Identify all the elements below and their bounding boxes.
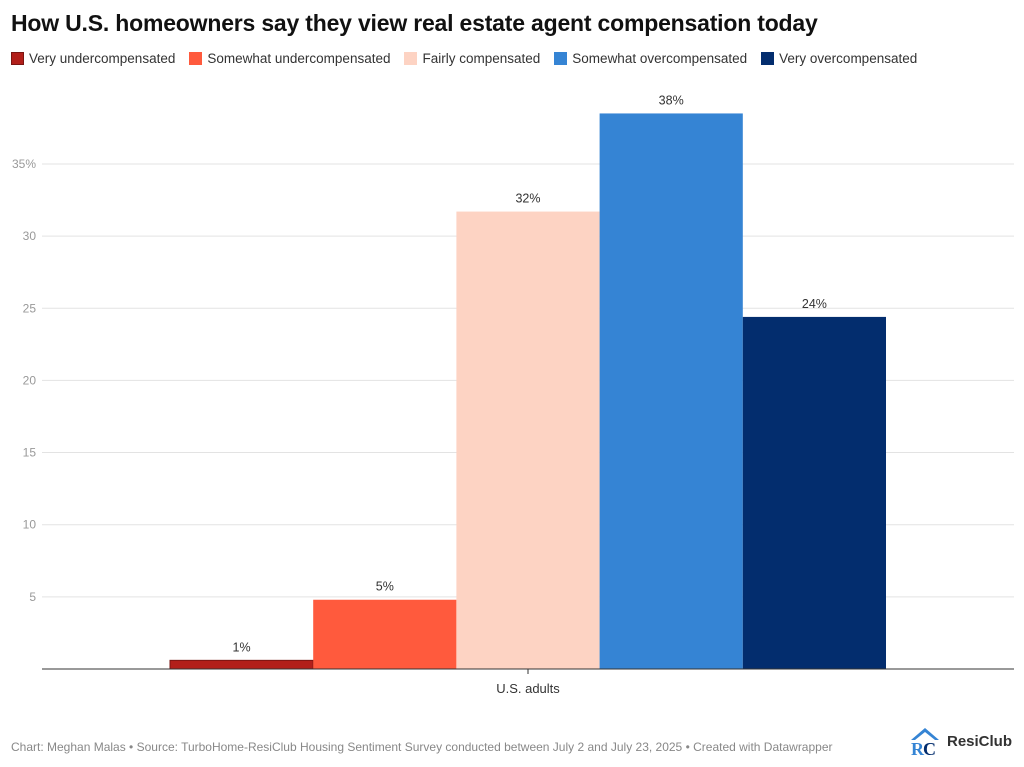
chart-title: How U.S. homeowners say they view real e… [11,10,818,36]
data-label: 24% [802,297,827,311]
legend-label: Fairly compensated [422,51,541,66]
legend-label: Somewhat undercompensated [207,51,391,66]
y-tick-label: 15 [23,446,37,460]
logo-text: ResiClub [946,732,1012,750]
bar [742,316,886,669]
y-tick-label: 30 [23,229,37,243]
legend-swatch [11,52,24,65]
bar [169,659,314,670]
data-label: 1% [233,640,251,654]
legend-label: Very overcompensated [779,51,918,66]
y-tick-label: 5 [29,590,36,604]
legend-item: Very undercompensated [11,51,175,66]
svg-text:C: C [923,739,936,757]
data-label: 32% [515,192,540,206]
legend-item: Somewhat overcompensated [554,51,747,66]
logo: R C ResiClub [909,725,1012,757]
resiclub-logo-icon: R C [910,728,939,757]
legend-label: Somewhat overcompensated [572,51,748,66]
y-tick-label: 35% [12,157,36,171]
y-tick-label: 20 [23,373,37,387]
svg-text:R: R [911,739,925,757]
legend-item: Fairly compensated [404,51,540,66]
legend-swatch [189,52,203,65]
y-tick-label: 25 [23,301,37,315]
data-label: 38% [659,93,684,107]
legend-swatch [404,52,418,65]
chart-footer: Chart: Meghan Malas • Source: TurboHome-… [11,740,833,754]
bar-chart: 5 10 15 20 25 30 35% 1% 5% 32% 38% 24% U.S. adults [12,93,1014,696]
bar [456,211,600,669]
x-tick-label: U.S. adults [496,681,560,696]
legend-item: Somewhat undercompensated [189,51,390,66]
data-label: 5% [376,580,394,594]
legend-item: Very overcompensated [761,51,917,66]
y-tick-label: 10 [23,518,37,532]
legend-swatch [554,52,568,65]
legend-swatch [761,52,775,65]
legend-label: Very undercompensated [29,51,176,66]
legend: Very undercompensated Somewhat undercomp… [11,51,917,66]
bar [313,599,457,669]
bar [599,113,743,669]
